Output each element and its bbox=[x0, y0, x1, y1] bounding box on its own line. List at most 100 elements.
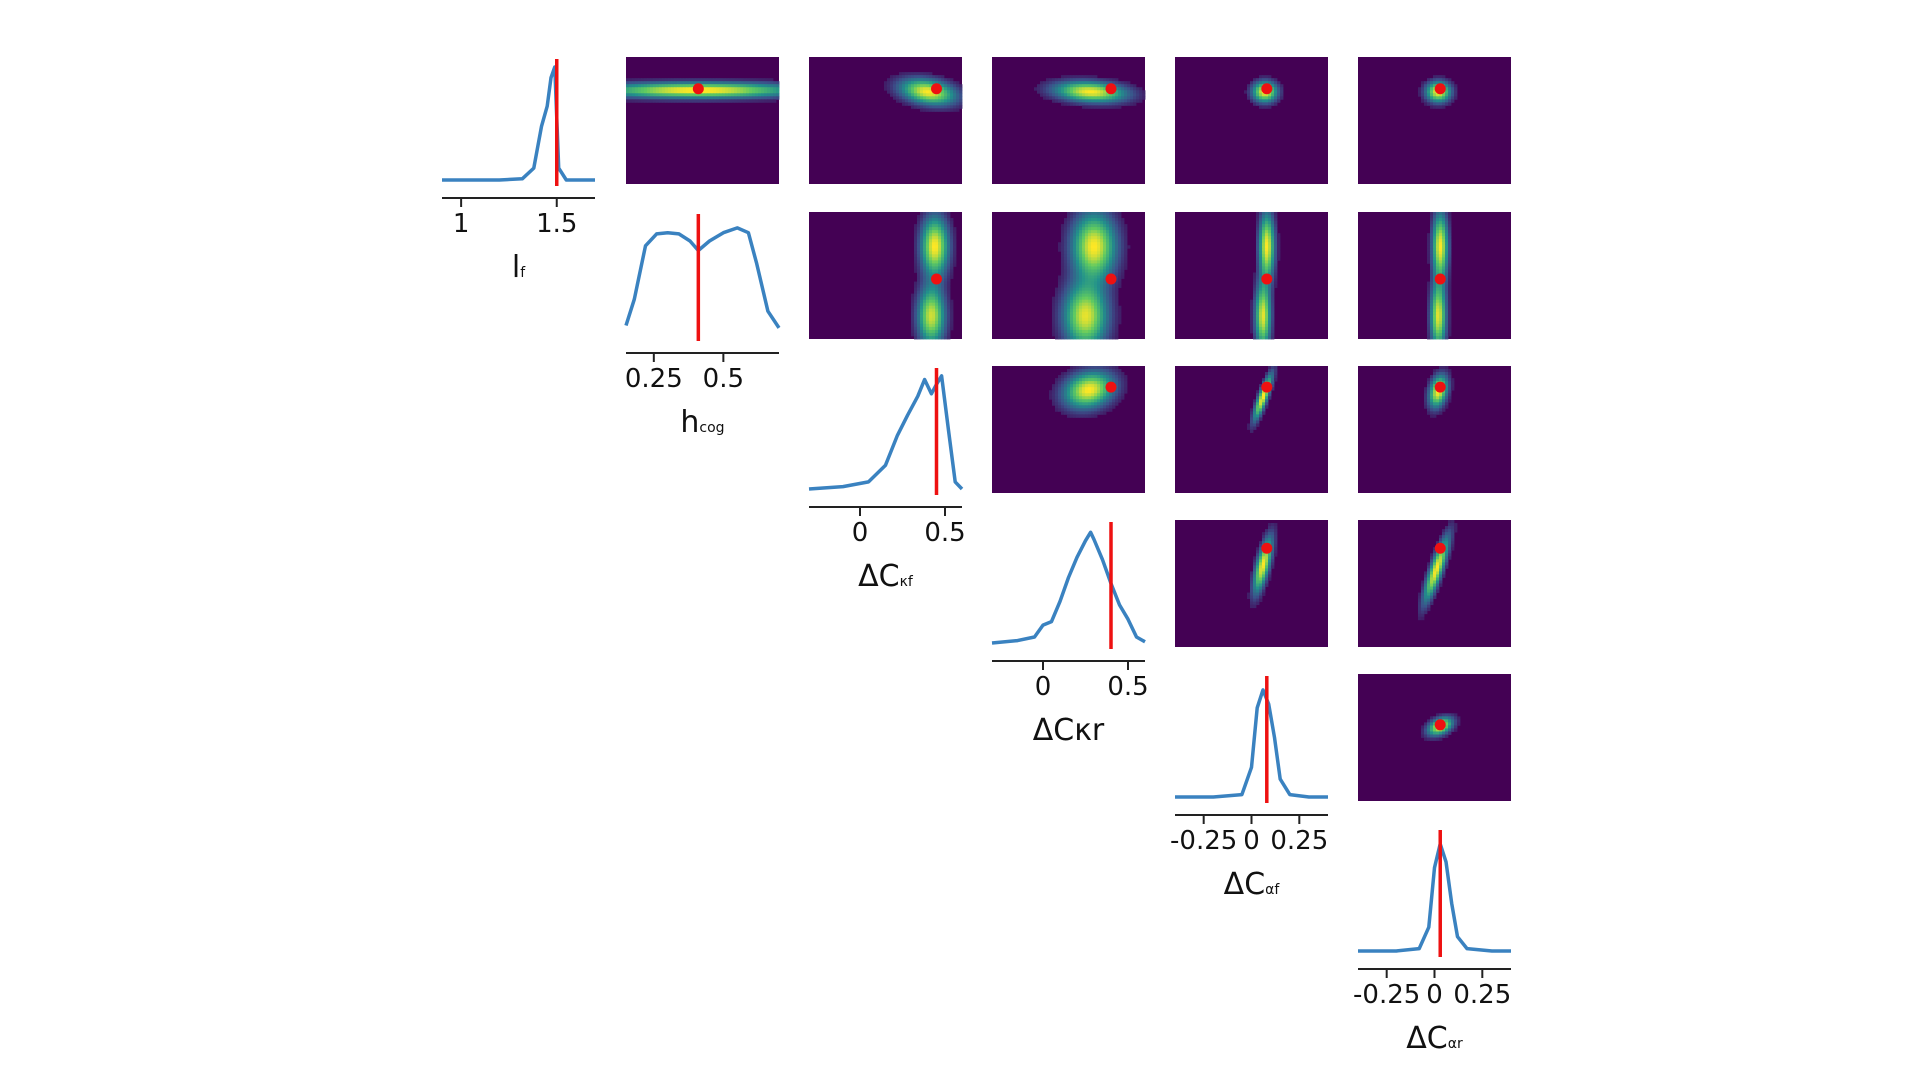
density-cell bbox=[1268, 75, 1272, 79]
density-cell bbox=[1448, 224, 1452, 228]
density-cell bbox=[1112, 260, 1116, 264]
density-cell bbox=[923, 290, 927, 295]
density-cell bbox=[1445, 734, 1449, 738]
density-cell bbox=[944, 302, 948, 307]
density-cell bbox=[944, 245, 948, 249]
density-cell bbox=[1436, 93, 1440, 97]
density-cell bbox=[911, 75, 915, 79]
density-cell bbox=[938, 236, 942, 240]
density-cell bbox=[1064, 287, 1068, 292]
density-cell bbox=[932, 329, 936, 334]
density-cell bbox=[1055, 317, 1059, 322]
density-cell bbox=[1091, 84, 1095, 88]
density-cell bbox=[1061, 254, 1065, 258]
density-cell bbox=[1274, 87, 1278, 91]
density-cell bbox=[1262, 230, 1266, 234]
density-cell bbox=[1064, 236, 1068, 240]
density-cell bbox=[1430, 81, 1434, 85]
density-cell bbox=[674, 90, 678, 94]
density-cell bbox=[1430, 719, 1434, 723]
density-cell bbox=[644, 93, 648, 97]
density-cell bbox=[890, 81, 894, 85]
density-cell bbox=[1253, 93, 1257, 97]
density-cell bbox=[1100, 384, 1104, 388]
density-cell bbox=[1073, 242, 1077, 246]
density-cell bbox=[926, 81, 930, 85]
density-cell bbox=[1442, 75, 1446, 79]
density-cell bbox=[1061, 242, 1065, 246]
density-cell bbox=[1451, 529, 1455, 533]
density-cell bbox=[1430, 96, 1434, 100]
density-cell bbox=[1253, 287, 1257, 292]
density-cell bbox=[1070, 230, 1074, 234]
density-cell bbox=[950, 263, 954, 267]
density-cell bbox=[1433, 308, 1437, 313]
density-cell bbox=[1076, 311, 1080, 316]
density-cell bbox=[752, 87, 756, 91]
density-cell bbox=[716, 87, 720, 91]
density-cell bbox=[1091, 329, 1095, 334]
density-cell bbox=[1058, 242, 1062, 246]
density-cell bbox=[941, 75, 945, 79]
density-cell bbox=[947, 96, 951, 100]
density-cell bbox=[1433, 93, 1437, 97]
density-cell bbox=[959, 84, 963, 88]
density-cell bbox=[1277, 84, 1281, 88]
density-cell bbox=[947, 296, 951, 301]
density-cell bbox=[1433, 260, 1437, 264]
density-cell bbox=[1250, 426, 1254, 430]
density-cell bbox=[920, 242, 924, 246]
density-cell bbox=[1121, 227, 1125, 231]
density-cell bbox=[896, 78, 900, 82]
density-cell bbox=[1433, 559, 1437, 563]
density-cell bbox=[1082, 378, 1086, 382]
pair-panel-hcog-vs-lf bbox=[626, 57, 780, 184]
density-cell bbox=[1094, 105, 1098, 109]
density-cell bbox=[1115, 90, 1119, 94]
density-cell bbox=[746, 87, 750, 91]
density-cell bbox=[1271, 541, 1275, 545]
density-cell bbox=[1121, 84, 1125, 88]
density-cell bbox=[1427, 311, 1431, 316]
density-cell bbox=[1064, 308, 1068, 313]
density-cell bbox=[1436, 559, 1440, 563]
density-cell bbox=[1250, 580, 1254, 584]
density-cell bbox=[1094, 90, 1098, 94]
density-cell bbox=[1259, 78, 1263, 82]
density-cell bbox=[1079, 266, 1083, 270]
density-cell bbox=[914, 302, 918, 307]
density-cell bbox=[1112, 329, 1116, 334]
density-cell bbox=[1082, 263, 1086, 267]
density-cell bbox=[1268, 390, 1272, 394]
density-cell bbox=[1250, 420, 1254, 424]
density-cell bbox=[1265, 105, 1269, 109]
density-cell bbox=[1271, 218, 1275, 222]
density-cell bbox=[1058, 323, 1062, 328]
density-cell bbox=[929, 108, 933, 112]
density-cell bbox=[1112, 299, 1116, 304]
density-cell bbox=[929, 263, 933, 267]
density-cell bbox=[1115, 93, 1119, 97]
density-cell bbox=[1109, 99, 1113, 103]
density-cell bbox=[1427, 387, 1431, 391]
density-cell bbox=[1274, 239, 1278, 243]
density-cell bbox=[1274, 538, 1278, 542]
density-cell bbox=[1055, 299, 1059, 304]
density-cell bbox=[1256, 547, 1260, 551]
density-cell bbox=[1430, 218, 1434, 222]
density-cell bbox=[1109, 402, 1113, 406]
density-cell bbox=[1103, 366, 1107, 370]
density-cell bbox=[1268, 305, 1272, 310]
density-cell bbox=[1118, 284, 1122, 288]
density-cell bbox=[914, 323, 918, 328]
density-cell bbox=[1442, 227, 1446, 231]
density-cell bbox=[905, 102, 909, 106]
density-cell bbox=[911, 311, 915, 316]
density-cell bbox=[911, 332, 915, 337]
density-cell bbox=[1109, 251, 1113, 255]
density-cell bbox=[917, 90, 921, 94]
density-cell bbox=[941, 311, 945, 316]
density-cell bbox=[1061, 281, 1065, 285]
density-cell bbox=[1127, 99, 1131, 103]
density-cell bbox=[1073, 260, 1077, 264]
